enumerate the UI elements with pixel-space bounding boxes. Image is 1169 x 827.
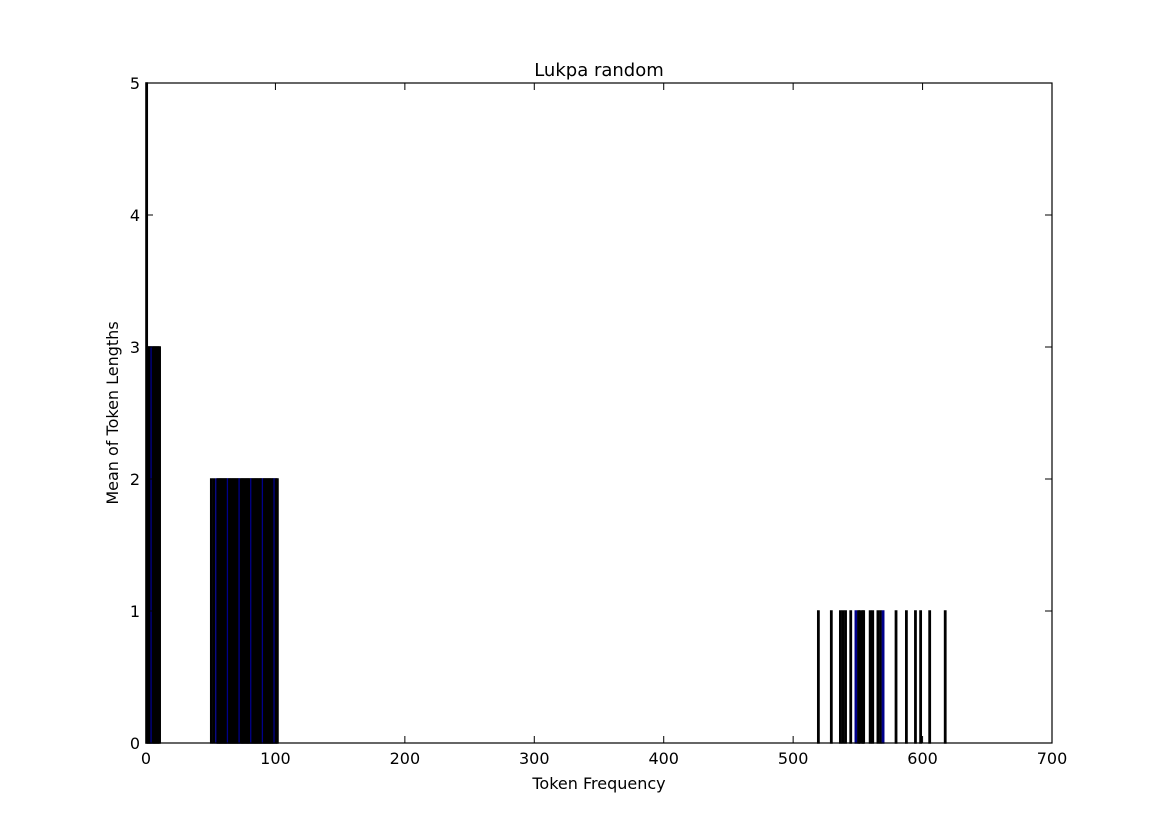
y-tick-label: 3 bbox=[130, 338, 140, 357]
y-tick-label: 2 bbox=[130, 470, 140, 489]
bar bbox=[816, 610, 820, 744]
bar bbox=[928, 610, 932, 744]
bar bbox=[209, 478, 213, 744]
bar bbox=[871, 610, 875, 744]
y-tick-label: 0 bbox=[130, 734, 140, 753]
bar bbox=[844, 610, 847, 744]
x-tick-label: 100 bbox=[260, 749, 291, 768]
y-tick-label: 5 bbox=[130, 74, 140, 93]
y-axis-title: Mean of Token Lengths bbox=[103, 321, 122, 504]
x-tick-label: 200 bbox=[390, 749, 421, 768]
bar bbox=[212, 478, 216, 744]
bar bbox=[841, 610, 845, 744]
ticks-group: 0 100 200 300 400 500 600 700 0 1 2 3 4 5 bbox=[130, 74, 1067, 768]
x-tick-label: 400 bbox=[648, 749, 679, 768]
bar bbox=[862, 610, 866, 744]
x-tick-label: 600 bbox=[907, 749, 938, 768]
bar bbox=[879, 610, 882, 744]
y-tick-label: 1 bbox=[130, 602, 140, 621]
bar bbox=[881, 610, 885, 744]
x-tick-label: 300 bbox=[519, 749, 550, 768]
bar bbox=[838, 610, 842, 744]
x-tick-label: 500 bbox=[778, 749, 809, 768]
bar bbox=[894, 610, 898, 744]
bar bbox=[854, 610, 858, 744]
x-tick-label: 700 bbox=[1037, 749, 1068, 768]
plot-area-frame bbox=[145, 82, 1053, 744]
bar bbox=[905, 610, 908, 744]
x-axis-title: Token Frequency bbox=[531, 774, 665, 793]
bar bbox=[829, 610, 833, 744]
bar bbox=[858, 610, 862, 744]
bar bbox=[919, 610, 923, 744]
bar bbox=[914, 610, 917, 744]
bar bbox=[158, 346, 161, 744]
bar bbox=[943, 610, 947, 744]
bar bbox=[849, 610, 853, 744]
bar bbox=[275, 478, 279, 744]
y-tick-label: 4 bbox=[130, 206, 140, 225]
bar bbox=[868, 610, 872, 744]
chart-title: Lukpa random bbox=[534, 60, 664, 81]
bar bbox=[876, 610, 880, 744]
x-tick-label: 0 bbox=[141, 749, 151, 768]
